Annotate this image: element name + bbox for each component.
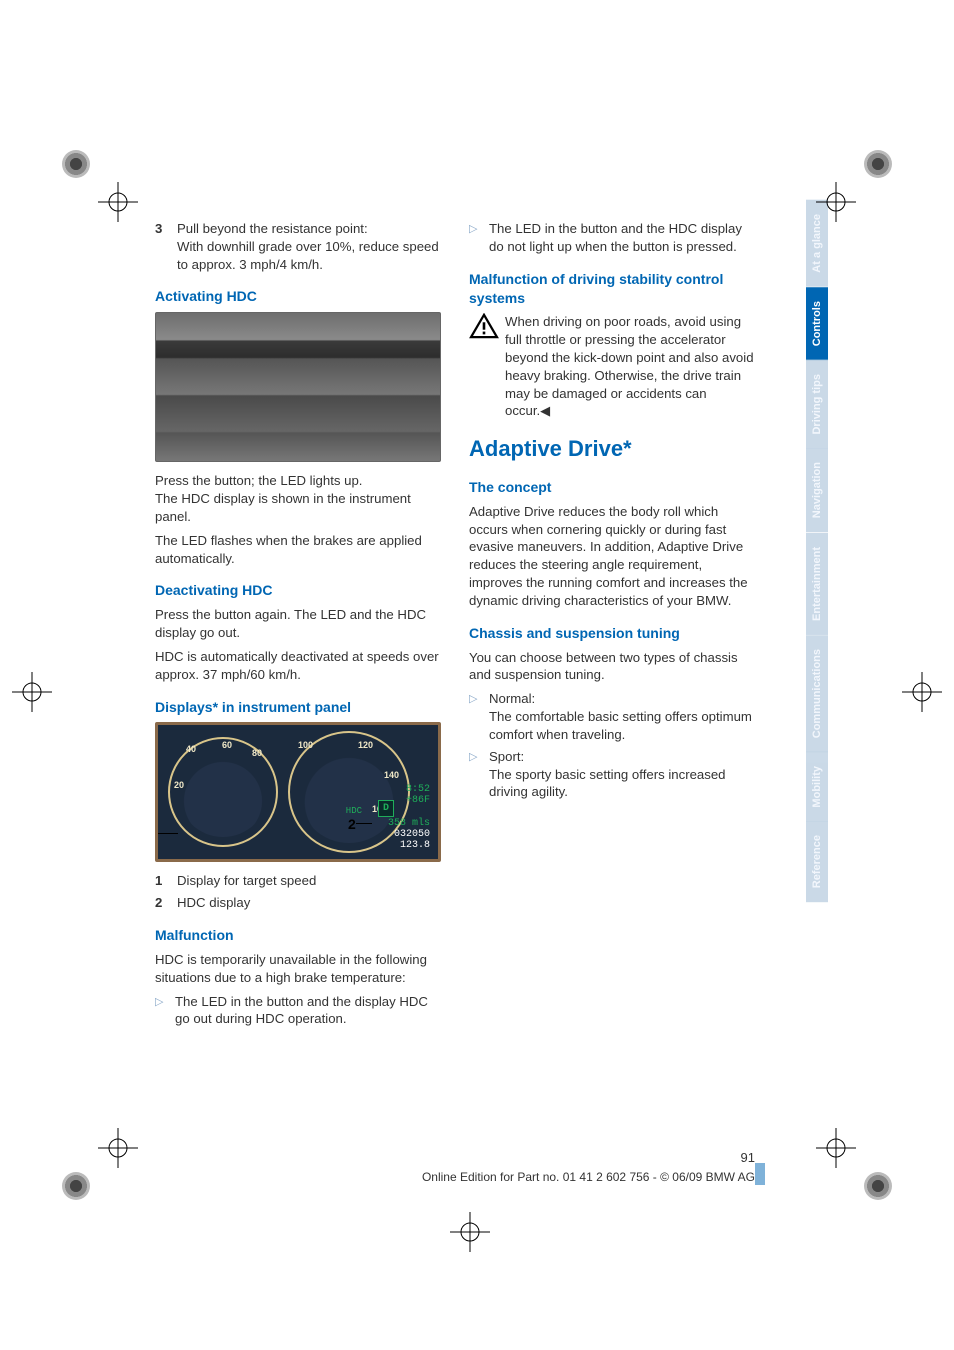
cluster-readout: 8:52 +86F 358 mls 032050 123.8 bbox=[360, 784, 430, 851]
warning-text: When driving on poor roads, avoid using … bbox=[505, 313, 755, 420]
triangle-bullet-icon: ▷ bbox=[469, 220, 489, 256]
registration-mark-icon bbox=[814, 1126, 858, 1170]
tab-controls[interactable]: Controls bbox=[806, 287, 828, 360]
step-number: 3 bbox=[155, 220, 177, 273]
registration-mark-icon bbox=[10, 670, 54, 714]
callout-2: 2 bbox=[348, 815, 356, 834]
registration-mark-icon bbox=[814, 180, 858, 224]
legend-number: 2 bbox=[155, 894, 177, 912]
heading-adaptive-drive: Adaptive Drive* bbox=[469, 434, 755, 464]
body-text: HDC is temporarily unavailable in the fo… bbox=[155, 951, 441, 987]
list-item: ▷ The LED in the button and the HDC disp… bbox=[469, 220, 755, 256]
gauge-label: 60 bbox=[222, 739, 232, 751]
page-footer: 91 Online Edition for Part no. 01 41 2 6… bbox=[155, 1149, 755, 1185]
instrument-cluster-image: 40 20 60 80 100 120 140 160 8:52 +86F 35… bbox=[155, 722, 441, 862]
legend-item: 2 HDC display bbox=[155, 894, 441, 912]
list-item: ▷ Normal: The comfortable basic setting … bbox=[469, 690, 755, 743]
triangle-bullet-icon: ▷ bbox=[469, 748, 489, 801]
registration-mark-icon bbox=[96, 180, 140, 224]
registration-mark-icon bbox=[96, 1126, 140, 1170]
tuning-desc: The comfortable basic setting offers opt… bbox=[489, 709, 752, 742]
page-number: 91 bbox=[155, 1149, 755, 1167]
gauge-label: 80 bbox=[252, 747, 262, 759]
tab-entertainment[interactable]: Entertainment bbox=[806, 533, 828, 635]
left-column: 3 Pull beyond the resistance point: With… bbox=[155, 220, 441, 1032]
gauge-label: 120 bbox=[358, 739, 373, 751]
tab-navigation[interactable]: Navigation bbox=[806, 448, 828, 532]
gauge-label: 100 bbox=[298, 739, 313, 751]
heading-displays: Displays* in instrument panel bbox=[155, 698, 441, 717]
heading-deactivating-hdc: Deactivating HDC bbox=[155, 581, 441, 600]
gauge-label: 140 bbox=[384, 769, 399, 781]
ink-dot-icon bbox=[62, 150, 90, 178]
heading-dsc-malfunction: Malfunction of driving stability control… bbox=[469, 270, 755, 308]
footer-accent-bar bbox=[755, 1163, 765, 1185]
warning-block: When driving on poor roads, avoid using … bbox=[469, 313, 755, 420]
right-column: ▷ The LED in the button and the HDC disp… bbox=[469, 220, 755, 1032]
registration-mark-icon bbox=[900, 670, 944, 714]
ink-dot-icon bbox=[62, 1172, 90, 1200]
bullet-text: Normal: The comfortable basic setting of… bbox=[489, 690, 755, 743]
heading-chassis-tuning: Chassis and suspension tuning bbox=[469, 624, 755, 643]
tuning-label: Normal: bbox=[489, 691, 535, 706]
heading-malfunction: Malfunction bbox=[155, 926, 441, 945]
legend: 1 Display for target speed 2 HDC display bbox=[155, 872, 441, 912]
triangle-bullet-icon: ▷ bbox=[155, 993, 175, 1029]
legend-text: Display for target speed bbox=[177, 872, 441, 890]
hdc-button-image bbox=[155, 312, 441, 462]
tuning-desc: The sporty basic setting offers increase… bbox=[489, 767, 726, 800]
tuning-label: Sport: bbox=[489, 749, 524, 764]
step-text: Pull beyond the resistance point: With d… bbox=[177, 220, 441, 273]
bullet-text: Sport: The sporty basic setting offers i… bbox=[489, 748, 755, 801]
ink-dot-icon bbox=[864, 1172, 892, 1200]
body-text: HDC is automatically deactivated at spee… bbox=[155, 648, 441, 684]
tab-mobility[interactable]: Mobility bbox=[806, 752, 828, 822]
gauge-label: 20 bbox=[174, 779, 184, 791]
cluster-temp: +86F bbox=[360, 795, 430, 806]
registration-mark-icon bbox=[448, 1210, 492, 1254]
legend-text: HDC display bbox=[177, 894, 441, 912]
side-tabs: At a glance Controls Driving tips Naviga… bbox=[806, 200, 828, 903]
body-text: The LED flashes when the brakes are appl… bbox=[155, 532, 441, 568]
ink-dot-icon bbox=[864, 150, 892, 178]
list-item: 3 Pull beyond the resistance point: With… bbox=[155, 220, 441, 273]
list-item: ▷ The LED in the button and the display … bbox=[155, 993, 441, 1029]
body-text: Adaptive Drive reduces the body roll whi… bbox=[469, 503, 755, 610]
warning-icon bbox=[469, 313, 499, 339]
triangle-bullet-icon: ▷ bbox=[469, 690, 489, 743]
heading-concept: The concept bbox=[469, 478, 755, 497]
tab-communications[interactable]: Communications bbox=[806, 635, 828, 752]
tab-reference[interactable]: Reference bbox=[806, 821, 828, 902]
page-content: 3 Pull beyond the resistance point: With… bbox=[155, 220, 755, 1032]
legend-number: 1 bbox=[155, 872, 177, 890]
body-text: Press the button again. The LED and the … bbox=[155, 606, 441, 642]
cluster-gear: D bbox=[378, 800, 394, 818]
cluster-odo: 032050 123.8 bbox=[360, 829, 430, 851]
bullet-text: The LED in the button and the display HD… bbox=[175, 993, 441, 1029]
heading-activating-hdc: Activating HDC bbox=[155, 287, 441, 306]
list-item: ▷ Sport: The sporty basic setting offers… bbox=[469, 748, 755, 801]
callout-line bbox=[158, 833, 178, 834]
legend-item: 1 Display for target speed bbox=[155, 872, 441, 890]
cluster-time: 8:52 bbox=[360, 784, 430, 795]
callout-line bbox=[356, 823, 372, 824]
footer-text: Online Edition for Part no. 01 41 2 602 … bbox=[155, 1169, 755, 1185]
bullet-text: The LED in the button and the HDC displa… bbox=[489, 220, 755, 256]
body-text: You can choose between two types of chas… bbox=[469, 649, 755, 685]
gauge-label: 40 bbox=[186, 743, 196, 755]
tab-driving-tips[interactable]: Driving tips bbox=[806, 360, 828, 449]
body-text: Press the button; the LED lights up. The… bbox=[155, 472, 441, 525]
